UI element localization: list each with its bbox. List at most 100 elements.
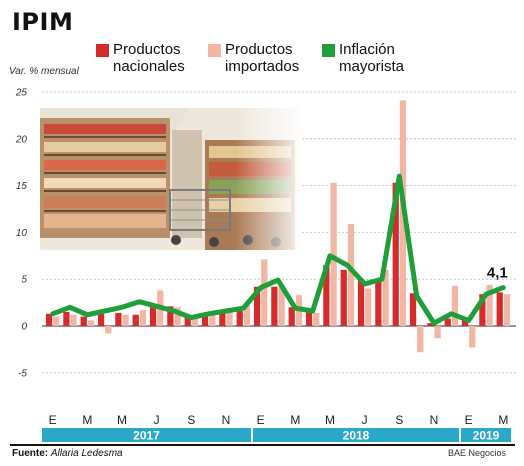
legend-label-inflacion: Inflación mayorista xyxy=(339,41,404,75)
source-value: Allaria Ledesma xyxy=(50,448,123,459)
footer-rule xyxy=(10,444,515,446)
bar-importados xyxy=(365,288,372,326)
y-tick-label: 25 xyxy=(15,88,28,99)
bar-importados xyxy=(243,305,251,326)
bar-nacionales xyxy=(132,314,139,326)
x-tick-label: N xyxy=(430,413,439,427)
legend-label-inflacion-line2: mayorista xyxy=(339,58,405,75)
bar-nacionales xyxy=(115,312,122,326)
source-label: Fuente: xyxy=(12,448,49,459)
legend-label-inflacion-line1: Inflación xyxy=(339,41,395,58)
year-label-2018: 2018 xyxy=(343,429,370,443)
legend-label-importados-line2: importados xyxy=(225,58,300,75)
year-band-2018 xyxy=(253,428,459,442)
bar-nacionales xyxy=(340,269,347,326)
x-tick-label: M xyxy=(498,413,508,427)
supermarket-photo xyxy=(40,108,300,250)
bar-nacionales xyxy=(63,311,70,326)
y-tick-label: 5 xyxy=(21,275,27,286)
year-band-2017 xyxy=(42,428,251,442)
bar-nacionales xyxy=(357,279,365,326)
legend-swatch-importados xyxy=(208,44,221,57)
y-tick-label: 10 xyxy=(16,228,28,239)
x-tick-label: M xyxy=(117,413,127,427)
year-label-2019: 2019 xyxy=(473,429,500,443)
bar-nacionales xyxy=(288,307,295,326)
bar-importados xyxy=(105,326,112,334)
bar-importados xyxy=(209,311,216,326)
line-inflacion-mayorista xyxy=(50,173,506,326)
bar-nacionales xyxy=(80,316,87,326)
x-tick-label: J xyxy=(154,413,160,427)
y-tick-labels: 25 20 15 10 5 0 -5 xyxy=(15,88,28,380)
bar-importados xyxy=(261,259,268,326)
bar-importados xyxy=(503,294,511,326)
bar-nacionales xyxy=(236,311,243,326)
bar-nacionales xyxy=(271,286,278,326)
bar-importados xyxy=(87,320,95,326)
x-tick-label: S xyxy=(187,413,195,427)
year-band-2019 xyxy=(461,428,511,442)
x-tick-label: N xyxy=(222,413,231,427)
bar-importados xyxy=(469,326,476,348)
bar-importados xyxy=(139,310,147,326)
bar-nacionales xyxy=(392,182,399,326)
legend-label-importados: Productos importados xyxy=(225,41,299,75)
legend-swatch-nacionales xyxy=(96,44,109,57)
bar-nacionales xyxy=(219,312,226,326)
bar-importados xyxy=(451,285,459,326)
bar-importados xyxy=(70,314,77,326)
legend-label-nacionales-line1: Productos xyxy=(113,41,181,58)
bar-importados xyxy=(434,326,441,339)
bar-importados xyxy=(347,223,355,326)
bar-nacionales xyxy=(444,318,451,326)
bar-nacionales xyxy=(409,293,417,326)
legend-swatch-inflacion xyxy=(322,44,335,57)
legend: Productos nacionales Productos importado… xyxy=(96,41,424,78)
brand-credit: BAE Negocios xyxy=(448,448,507,458)
bar-importados xyxy=(278,284,285,326)
bar-importados xyxy=(417,326,424,353)
bar-nacionales xyxy=(167,306,174,326)
year-bands: 2017 2018 2019 xyxy=(42,428,511,442)
source-note: Fuente: Allaria Ledesma xyxy=(12,448,123,459)
x-tick-label: S xyxy=(395,413,403,427)
x-tick-label: M xyxy=(82,413,92,427)
bar-nacionales xyxy=(496,292,503,326)
x-tick-label: E xyxy=(49,413,57,427)
y-tick-label: 15 xyxy=(16,181,28,192)
bar-nacionales xyxy=(461,320,469,326)
legend-label-importados-line1: Productos xyxy=(225,41,293,58)
annotation-last-value: 4,1 xyxy=(487,265,508,282)
chart-title: IPIM xyxy=(12,8,74,36)
bar-importados xyxy=(191,316,199,326)
bar-importados xyxy=(486,284,493,326)
bar-nacionales xyxy=(427,323,434,326)
bar-importados xyxy=(53,316,60,326)
legend-label-nacionales: Productos nacionales xyxy=(113,41,185,75)
bar-nacionales xyxy=(375,281,382,326)
bar-importados xyxy=(330,182,337,326)
x-tick-label: E xyxy=(465,413,473,427)
bar-importados xyxy=(313,312,320,326)
line-series xyxy=(50,173,506,326)
bar-nacionales xyxy=(201,313,209,326)
x-tick-label: M xyxy=(290,413,300,427)
legend-label-nacionales-line2: nacionales xyxy=(113,58,185,75)
year-label-2017: 2017 xyxy=(133,429,160,443)
bar-importados xyxy=(174,307,181,326)
x-tick-label: E xyxy=(257,413,265,427)
bar-importados xyxy=(122,314,129,326)
bar-nacionales xyxy=(479,294,486,326)
x-tick-label: M xyxy=(325,413,335,427)
x-tick-label: J xyxy=(362,413,368,427)
y-tick-label: -5 xyxy=(18,368,27,379)
y-tick-label: 20 xyxy=(15,134,28,145)
x-axis-bar: E M M J S N E M M J S N E M 2017 2018 2019 xyxy=(42,412,514,442)
bar-importados xyxy=(226,311,233,326)
bar-importados xyxy=(382,269,389,326)
bar-nacionales xyxy=(253,286,261,326)
y-axis-label: Var. % mensual xyxy=(9,66,79,77)
